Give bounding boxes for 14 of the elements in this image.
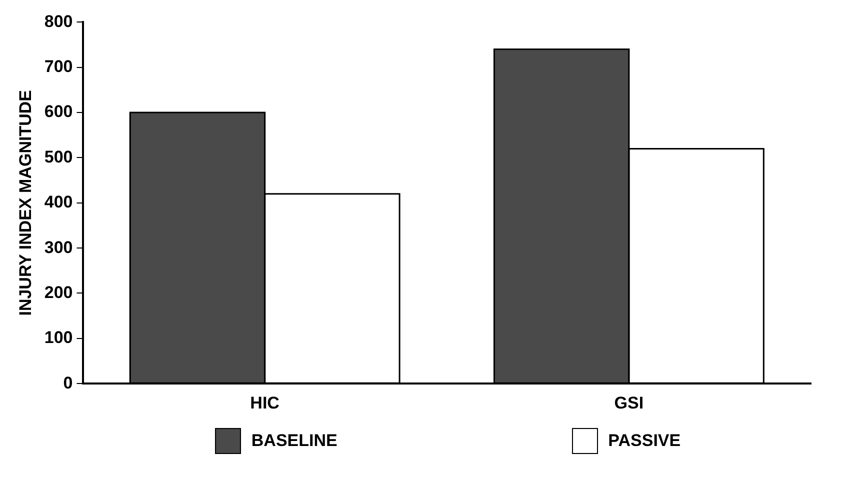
y-tick-label: 100 <box>44 328 73 348</box>
y-tick-label: 800 <box>44 12 73 31</box>
y-tick-label: 0 <box>63 373 73 392</box>
x-tick-label: GSI <box>614 393 644 412</box>
y-tick-label: 500 <box>44 147 73 166</box>
y-tick-label: 600 <box>44 102 73 122</box>
y-axis-title: INJURY INDEX MAGNITUDE <box>16 90 35 316</box>
x-tick-label: HIC <box>250 393 280 412</box>
text: PASSIVE <box>608 431 681 451</box>
legend-label: BASELINE <box>251 431 338 451</box>
y-tick-label: 400 <box>44 192 73 212</box>
y-tick-label: 300 <box>44 238 73 257</box>
y-tick-label: 700 <box>44 57 73 76</box>
y-tick-label: 200 <box>44 282 73 302</box>
